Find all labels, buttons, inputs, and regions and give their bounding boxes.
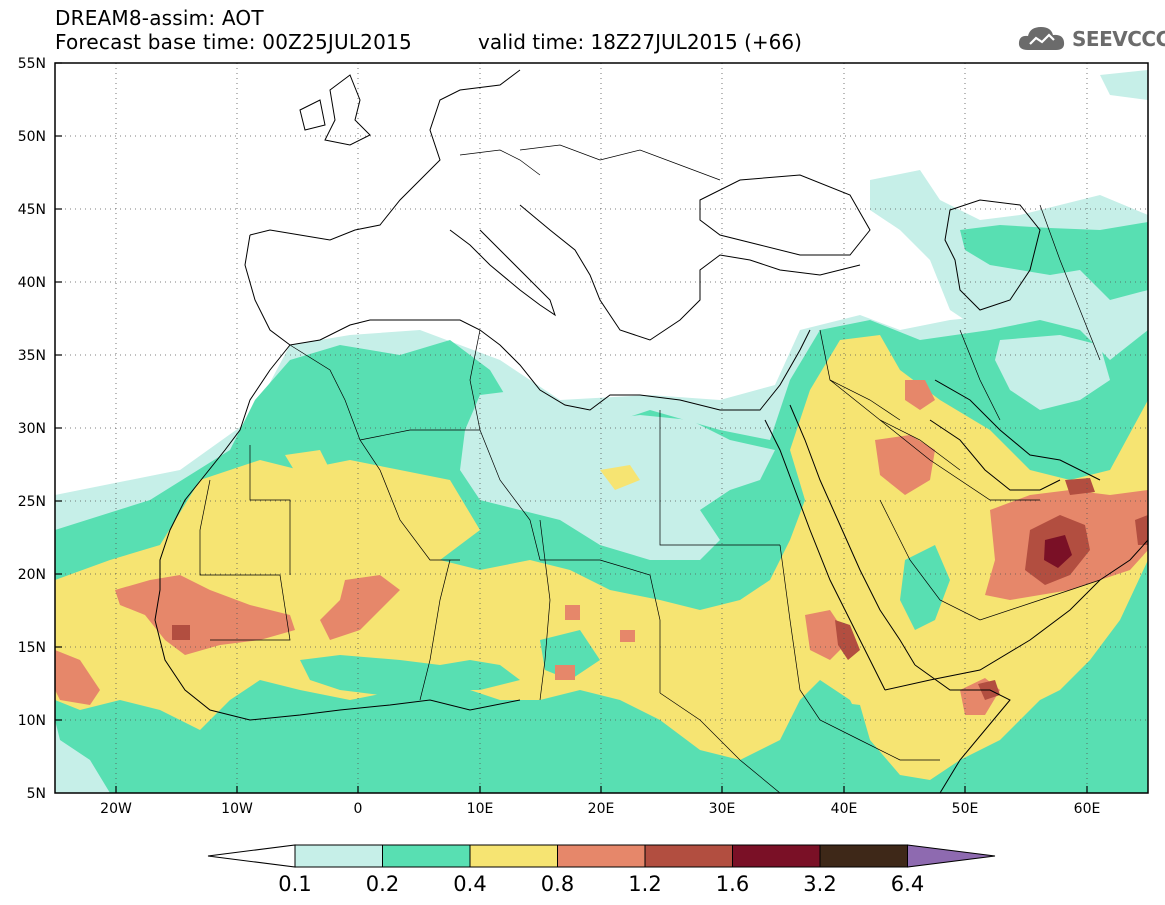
axis-ticks: [55, 62, 1088, 793]
colorbar-swatch: [557, 844, 646, 868]
lat-label: 50N: [18, 129, 46, 145]
lat-label: 10N: [18, 713, 46, 729]
cloud-logo-icon: [1018, 27, 1065, 50]
latitude-labels: 55N 50N 45N 40N 35N 30N 25N 20N 15N 10N …: [18, 56, 46, 802]
lat-label: 25N: [18, 494, 46, 510]
colorbar: [207, 844, 996, 868]
colorbar-swatch: [382, 844, 471, 868]
colorbar-labels: 0.1 0.2 0.4 0.8 1.2 1.6 3.2 6.4: [278, 872, 924, 896]
british-isles: [299, 74, 371, 146]
lon-label: 20E: [588, 801, 615, 817]
lat-label: 15N: [18, 640, 46, 656]
coastlines: [154, 69, 1148, 793]
lat-label: 30N: [18, 421, 46, 437]
country-borders: [199, 144, 1101, 793]
map-title: DREAM8-assim: AOT: [55, 6, 264, 30]
lon-label: 20W: [100, 801, 132, 817]
lat-label: 5N: [27, 786, 46, 802]
colorbar-label: 1.2: [628, 872, 661, 896]
lon-label: 30E: [709, 801, 736, 817]
colorbar-under-triangle: [207, 844, 296, 868]
lat-label: 35N: [18, 348, 46, 364]
aot-contour-0.8: [55, 380, 1148, 715]
valid-time: valid time: 18Z27JUL2015 (+66): [478, 30, 802, 54]
lon-label: 0: [354, 801, 363, 817]
colorbar-label: 1.6: [716, 872, 749, 896]
colorbar-swatch: [732, 844, 821, 868]
lat-label: 40N: [18, 275, 46, 291]
aot-contour-1.6: [1044, 535, 1072, 568]
colorbar-label: 0.2: [366, 872, 399, 896]
longitude-labels: 20W 10W 0 10E 20E 30E 40E 50E 60E: [100, 801, 1100, 817]
lon-label: 50E: [952, 801, 979, 817]
colorbar-swatch: [644, 844, 733, 868]
colorbar-label: 0.1: [278, 872, 311, 896]
colorbar-over-triangle: [907, 844, 996, 868]
lat-label: 55N: [18, 56, 46, 72]
forecast-base-time: Forecast base time: 00Z25JUL2015: [55, 30, 412, 54]
graticule: [55, 63, 1148, 793]
colorbar-label: 3.2: [803, 872, 836, 896]
colorbar-swatch: [294, 844, 383, 868]
lat-label: 45N: [18, 202, 46, 218]
colorbar-label: 0.4: [453, 872, 486, 896]
lon-label: 10E: [467, 801, 494, 817]
lon-label: 60E: [1074, 801, 1101, 817]
colorbar-swatch: [469, 844, 558, 868]
lat-label: 20N: [18, 567, 46, 583]
colorbar-swatch: [819, 844, 908, 868]
lon-label: 10W: [221, 801, 253, 817]
colorbar-label: 0.8: [541, 872, 574, 896]
colorbar-label: 6.4: [891, 872, 924, 896]
lon-label: 40E: [831, 801, 858, 817]
aot-contour-0.2-inner: [300, 545, 950, 750]
seevccc-logo: SEEVCCC: [1016, 24, 1165, 54]
logo-text: SEEVCCC: [1072, 27, 1165, 51]
